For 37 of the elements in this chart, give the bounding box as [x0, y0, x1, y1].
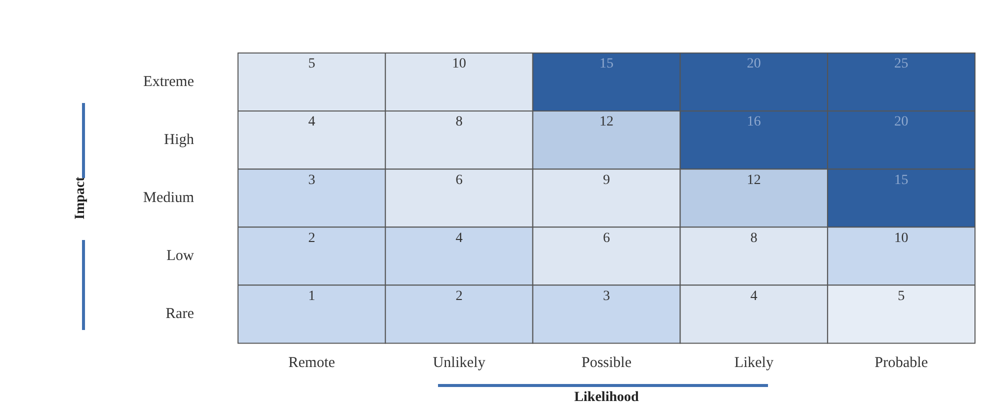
data-label: 5: [898, 288, 905, 304]
data-label: 8: [750, 230, 758, 246]
data-label: 5: [308, 56, 316, 72]
x-tick-label: Probable: [874, 355, 928, 372]
data-label: 25: [894, 56, 908, 72]
data-label: 8: [456, 114, 463, 130]
data-label: 20: [746, 56, 761, 72]
data-label: 4: [308, 114, 316, 130]
data-label: 15: [600, 56, 614, 72]
data-label: 10: [894, 230, 908, 246]
data-label: 2: [456, 288, 463, 304]
data-label: 6: [603, 230, 610, 246]
y-axis-title: Impact: [73, 176, 88, 220]
y-tick-label: Medium: [143, 190, 194, 206]
y-tick-label: High: [164, 132, 194, 148]
y-tick-label: Extreme: [143, 74, 194, 90]
y-tick-label: Low: [166, 248, 194, 264]
data-label: 2: [308, 230, 316, 246]
data-label: 12: [746, 172, 761, 188]
x-tick-label: Possible: [581, 355, 632, 372]
data-label: 10: [452, 56, 466, 72]
x-tick-label: Unlikely: [432, 355, 486, 372]
data-label: 3: [603, 288, 610, 304]
data-label: 4: [456, 230, 463, 246]
data-label: 9: [603, 172, 610, 188]
data-label: 3: [308, 172, 316, 188]
data-label: 16: [746, 114, 761, 130]
x-axis-title: Likelihood: [574, 390, 639, 406]
y-tick-label: Rare: [166, 306, 194, 322]
data-label: 6: [456, 172, 463, 188]
data-label: 1: [308, 288, 316, 304]
data-label: 4: [750, 288, 758, 304]
data-label: 15: [894, 172, 908, 188]
data-label: 20: [894, 114, 908, 130]
x-tick-label: Remote: [288, 355, 336, 372]
data-label: 12: [600, 114, 614, 130]
x-tick-label: Likely: [734, 355, 774, 372]
